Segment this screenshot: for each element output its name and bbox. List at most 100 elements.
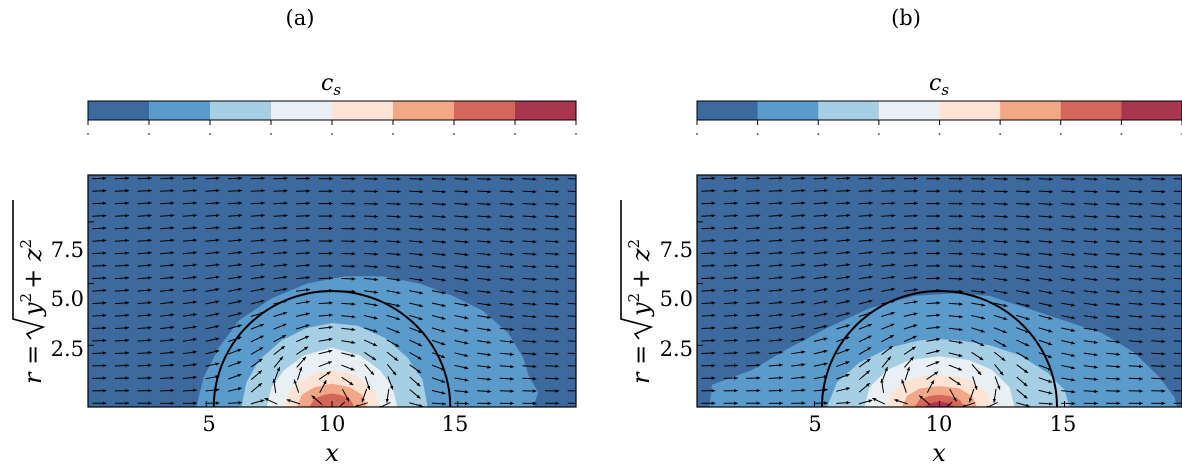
colorbar-tick-dot [757, 133, 759, 135]
colorbar-tick-dot [87, 133, 89, 135]
quiver-arrow [568, 179, 582, 180]
panel-b: (b) cs 5 10 15 7.5 5.0 2.5 x r = y2+ z2 [621, 6, 1182, 467]
quiver-arrow [1174, 191, 1182, 192]
quiver-arrow [568, 353, 582, 354]
colorbar-segment [210, 101, 271, 120]
colorbar-tick-dot [209, 133, 211, 135]
y-tick-label-a-7.5: 7.5 [51, 238, 84, 262]
y-axis-label-b-plus-z: + z [627, 248, 655, 289]
quiver-arrowhead [578, 177, 582, 180]
y-axis-label-a: r = y2+ z2 [13, 200, 47, 384]
colorbar-title-main-a: c [321, 71, 333, 96]
colorbar-title-sub-a: s [333, 81, 341, 99]
y-axis-label-b: r = y2+ z2 [621, 200, 655, 384]
y-tick-label-b-7.5: 7.5 [660, 238, 693, 262]
quiver-arrowhead [578, 227, 582, 230]
colorbar-title-a: cs [321, 71, 341, 99]
x-tick-label-b-15: 15 [1050, 412, 1077, 436]
colorbar-segment [879, 101, 940, 120]
quiver-arrowhead [578, 364, 582, 367]
colorbar-tick-dot [1060, 133, 1062, 135]
colorbar-tick-dot [331, 133, 333, 135]
colorbar-b [696, 101, 1182, 135]
y-axis-label-a-prefix: r = [19, 345, 47, 384]
quiver-arrowhead [578, 202, 582, 205]
x-tick-label-a-5: 5 [202, 412, 215, 436]
colorbar-tick-dot [575, 133, 577, 135]
panel-a: (a) cs 5 10 15 7.5 5.0 2.5 x r = y2+ z2 [13, 6, 582, 467]
colorbar-tick-dot [514, 133, 516, 135]
y-axis-label-a-plus-z: + z [19, 248, 47, 289]
quiver-arrowhead [578, 377, 582, 380]
x-axis-label-b: x [932, 439, 946, 467]
plot-area-b [697, 175, 1182, 411]
colorbar-segment [149, 101, 210, 120]
colorbar-segment [88, 101, 149, 120]
quiver-arrowhead [578, 240, 582, 243]
quiver-arrowhead [578, 190, 582, 193]
quiver-arrowhead [578, 252, 582, 255]
colorbar-tick-dot [270, 133, 272, 135]
quiver-arrowhead [578, 327, 582, 330]
quiver-arrowhead [578, 277, 582, 280]
quiver-arrow [568, 341, 582, 342]
y-axis-label-b-y-exp: 2 [625, 293, 643, 303]
y-axis-label-b-y: y [627, 302, 655, 317]
quiver-arrowhead [578, 302, 582, 305]
quiver-arrowhead [578, 290, 582, 293]
x-tick-label-b-10: 10 [926, 412, 953, 436]
colorbar-segment [332, 101, 393, 120]
panel-label-b: (b) [891, 6, 921, 30]
y-axis-label-a-y: y [19, 302, 47, 317]
quiver-arrow [568, 204, 582, 205]
quiver-arrowhead [942, 407, 946, 411]
colorbar-tick-dot [453, 133, 455, 135]
colorbar-segment [1121, 101, 1182, 120]
quiver-arrowhead [578, 389, 582, 392]
colorbar-segment [818, 101, 879, 120]
x-tick-label-a-10: 10 [319, 412, 346, 436]
quiver-arrow [568, 328, 582, 329]
colorbar-a [87, 101, 577, 135]
y-tick-label-b-2.5: 2.5 [660, 337, 693, 361]
colorbar-title-main-b: c [929, 71, 941, 96]
y-axis-label-a-radicand: y2+ z2 [17, 239, 47, 317]
quiver-arrow [1174, 341, 1182, 342]
quiver-arrow [1174, 179, 1182, 180]
y-tick-label-a-2.5: 2.5 [51, 337, 84, 361]
colorbar-tick-dot [817, 133, 819, 135]
colorbar-tick-dot [878, 133, 880, 135]
y-axis-label-a-y-exp: 2 [17, 293, 35, 303]
colorbar-tick-dot [696, 133, 698, 135]
quiver-arrowhead [334, 407, 338, 411]
colorbar-tick-dot [999, 133, 1001, 135]
y-axis-label-b-z-exp: 2 [625, 239, 643, 249]
colorbar-segment [393, 101, 454, 120]
colorbar-title-b: cs [929, 71, 949, 99]
quiver-arrowhead [578, 352, 582, 355]
quiver-arrowhead [578, 340, 582, 343]
y-axis-label-b-prefix: r = [627, 345, 655, 384]
y-axis-label-a-z-exp: 2 [17, 239, 35, 249]
quiver-arrowhead [578, 265, 582, 268]
colorbar-segment [454, 101, 515, 120]
plot-area-a [88, 175, 582, 411]
colorbar-title-sub-b: s [941, 81, 949, 99]
colorbar-segment [697, 101, 758, 120]
colorbar-segment [515, 101, 576, 120]
quiver-arrow [1174, 353, 1182, 354]
quiver-arrowhead [578, 315, 582, 318]
colorbar-segment [271, 101, 332, 120]
quiver-arrowhead [578, 402, 582, 405]
y-axis-label-b-radicand: y2+ z2 [625, 239, 655, 317]
colorbar-segment [1061, 101, 1122, 120]
colorbar-tick-dot [939, 133, 941, 135]
panel-label-a: (a) [286, 6, 315, 30]
y-tick-label-a-5.0: 5.0 [51, 287, 84, 311]
colorbar-tick-dot [392, 133, 394, 135]
y-tick-label-b-5.0: 5.0 [660, 287, 693, 311]
colorbar-segment [940, 101, 1001, 120]
x-tick-label-a-15: 15 [442, 412, 469, 436]
quiver-arrow [568, 191, 582, 192]
